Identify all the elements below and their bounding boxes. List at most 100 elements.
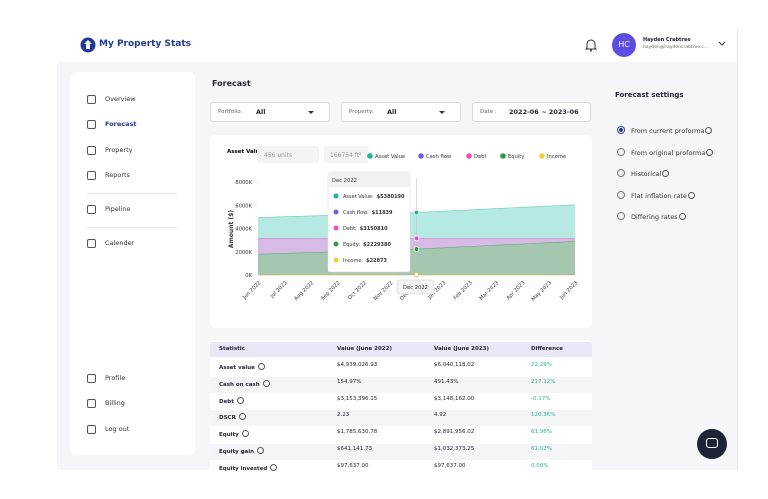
divider <box>87 193 177 194</box>
tooltip-marker <box>333 193 339 199</box>
table-cell: 491.43% <box>434 378 459 385</box>
tooltip-item: Cash flow: $11839 <box>343 210 393 216</box>
stat-box <box>324 146 368 163</box>
row-stripe <box>210 376 592 393</box>
notification-bell[interactable] <box>585 38 597 52</box>
filter-select[interactable] <box>472 102 591 122</box>
nav-item[interactable]: Profile <box>105 374 126 382</box>
help-icon[interactable] <box>241 430 249 438</box>
radio[interactable] <box>617 126 625 134</box>
hover-label-box <box>396 279 435 295</box>
filter-label: Portfolio: <box>218 109 243 115</box>
y-tick-label: 0K <box>245 273 252 279</box>
help-icon[interactable] <box>270 463 278 471</box>
filter-select[interactable] <box>210 102 330 122</box>
sidebar <box>70 72 195 455</box>
nav-item[interactable]: Reports <box>105 171 130 179</box>
radio[interactable] <box>617 147 625 156</box>
y-tick-label: 6000K <box>235 203 252 209</box>
nav-item[interactable]: Forecast <box>105 120 137 128</box>
nav-item[interactable]: Overview <box>105 95 136 103</box>
avatar[interactable] <box>612 33 636 57</box>
tooltip-marker <box>333 209 339 215</box>
filter-value: All <box>256 108 266 116</box>
help-icon[interactable] <box>236 396 244 404</box>
column-header: Statistic <box>219 346 245 352</box>
chat-button[interactable] <box>697 429 727 459</box>
tooltip-item-value: $3150810 <box>360 226 388 232</box>
nav-item[interactable]: Pipeline <box>105 205 131 213</box>
table-cell: 4.92 <box>434 412 447 419</box>
nav-item[interactable]: Billing <box>105 399 125 407</box>
setting-option[interactable]: From current proforma <box>631 127 713 135</box>
help-icon[interactable] <box>705 127 713 134</box>
nav-item[interactable]: Log out <box>105 425 130 433</box>
tooltip-marker <box>333 257 339 263</box>
user-menu-toggle[interactable] <box>718 41 726 47</box>
help-icon[interactable] <box>262 379 270 387</box>
y-tick-label: 2000K <box>235 250 252 256</box>
hover-point <box>413 209 420 216</box>
help-icon[interactable] <box>238 413 246 421</box>
tooltip-item: Debt: $3150810 <box>343 226 388 232</box>
setting-option[interactable]: Historical <box>631 170 670 178</box>
divider <box>737 28 738 470</box>
setting-option[interactable]: Differing rates <box>631 213 686 221</box>
table-cell: $6,040,118.02 <box>434 362 475 368</box>
nav-icon <box>87 95 96 104</box>
y-tick-label: 4000K <box>235 227 252 233</box>
x-tick-label: Feb 2023 <box>453 280 474 301</box>
tooltip-item: Income: $22873 <box>343 258 387 264</box>
divider <box>87 227 177 228</box>
app-name[interactable]: My Property Stats <box>99 39 191 49</box>
table-cell: $4,939,026.93 <box>337 362 378 368</box>
filter-select[interactable] <box>341 102 461 122</box>
tooltip-item-label: Cash flow: <box>343 210 369 216</box>
column-header: Difference <box>531 346 563 352</box>
x-tick-label: Jul 2022 <box>269 280 289 300</box>
tooltip-item-value: $22873 <box>366 258 387 264</box>
radio[interactable] <box>617 212 625 220</box>
tooltip-item-label: Equity: <box>343 242 360 248</box>
x-tick-label: Jun 2023 <box>558 280 579 301</box>
settings-title: Forecast settings <box>615 91 684 99</box>
nav-icon <box>87 205 96 214</box>
row-stripe <box>210 444 592 460</box>
nav-item[interactable]: Property <box>105 146 133 154</box>
table-cell: 22.29% <box>531 362 552 368</box>
help-icon[interactable] <box>662 170 670 177</box>
legend-label: Debt <box>474 154 487 160</box>
legend-label: Income <box>547 154 566 160</box>
filter-label: Property: <box>349 109 374 115</box>
logo[interactable] <box>80 37 96 53</box>
table-cell: -0.17% <box>531 395 551 402</box>
hover-label: Dec 2022 <box>403 285 428 291</box>
help-icon[interactable] <box>257 363 265 370</box>
y-axis-label: Amount ($) <box>228 210 235 248</box>
setting-option[interactable]: From original proforma <box>631 148 714 157</box>
setting-option[interactable]: Flat inflation rate <box>631 191 695 200</box>
radio[interactable] <box>617 190 625 199</box>
table-cell: 154.97% <box>337 378 362 385</box>
help-icon[interactable] <box>257 447 265 454</box>
stats-label: Asset Value <box>227 149 264 155</box>
table-cell: $97,637.00 <box>337 462 369 469</box>
nav-item[interactable]: Calender <box>105 239 135 247</box>
x-tick-label: Oct 2022 <box>347 280 368 301</box>
nav-icon <box>87 425 96 434</box>
help-icon[interactable] <box>687 191 695 199</box>
x-tick-label: Apr 2023 <box>505 280 526 301</box>
table-cell: 120.36% <box>531 412 556 419</box>
hover-point <box>414 272 419 278</box>
area-stat: 166754 ft² <box>330 152 362 159</box>
units-stat: 456 units <box>264 152 292 159</box>
help-icon[interactable] <box>706 148 714 156</box>
help-icon[interactable] <box>678 213 686 220</box>
table-cell: $641,141.73 <box>337 446 372 452</box>
radio[interactable] <box>617 169 625 177</box>
tooltip-item: Equity: $2229380 <box>343 242 391 248</box>
legend-marker <box>367 153 373 159</box>
table-cell: 217.12% <box>531 378 556 385</box>
user-name: Hayden Crabtree <box>643 37 691 43</box>
